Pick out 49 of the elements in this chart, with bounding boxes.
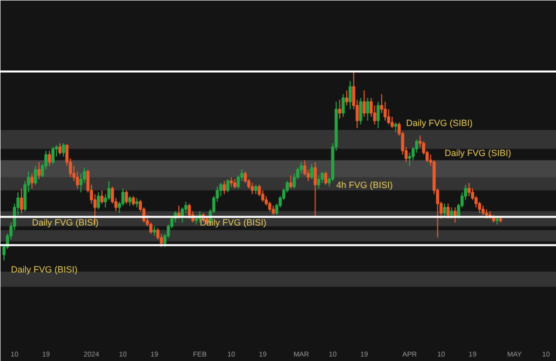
candlestick xyxy=(135,197,138,208)
annotation: Daily FVG (SIBI) xyxy=(406,118,473,128)
annotation: Daily FVG (BISI) xyxy=(10,264,78,275)
candlestick xyxy=(314,162,317,218)
candlestick xyxy=(226,178,230,193)
annotation: Daily FVG (BISI) xyxy=(32,218,98,228)
candlestick xyxy=(317,174,320,190)
candlestick xyxy=(272,205,275,216)
candlestick xyxy=(124,190,128,204)
candlestick xyxy=(152,226,156,236)
candlestick xyxy=(446,203,450,220)
candlestick xyxy=(468,182,471,197)
candlestick xyxy=(376,101,380,129)
candlestick xyxy=(450,206,454,220)
candlestick xyxy=(310,164,314,180)
candlestick xyxy=(222,180,226,195)
candlestick xyxy=(366,97,370,122)
candlestick xyxy=(188,203,191,220)
candlestick xyxy=(485,208,488,220)
annotation: 4h FVG (BISI) xyxy=(336,180,393,190)
candlestick xyxy=(250,182,254,195)
annotation: Daily FVG (SIBI) xyxy=(444,148,512,158)
candlestick xyxy=(34,165,38,186)
annotation: Daily FVG (BISI) xyxy=(200,218,266,228)
candlestick xyxy=(30,172,34,190)
candlestick xyxy=(394,122,398,132)
candlestick xyxy=(96,192,100,210)
candlestick xyxy=(20,188,24,214)
candlestick xyxy=(342,94,345,118)
candlestick xyxy=(51,146,54,165)
candlestick xyxy=(48,150,52,166)
candlestick xyxy=(443,203,446,218)
candlestick xyxy=(289,174,292,190)
candlestick xyxy=(62,142,65,157)
candlestick xyxy=(233,178,236,190)
candlestick xyxy=(482,205,485,216)
candlestick xyxy=(348,80,352,110)
candlestick xyxy=(37,162,41,180)
candlestick xyxy=(254,184,258,195)
candlestick xyxy=(230,176,233,188)
candlestick xyxy=(58,142,62,156)
candlestick xyxy=(128,196,132,206)
candlestick xyxy=(345,90,348,106)
candlestick xyxy=(362,90,366,118)
candlestick xyxy=(132,196,135,206)
candlestick xyxy=(359,97,362,125)
candlestick xyxy=(338,99,342,120)
candlestick xyxy=(324,171,328,186)
candlestick xyxy=(100,190,104,204)
